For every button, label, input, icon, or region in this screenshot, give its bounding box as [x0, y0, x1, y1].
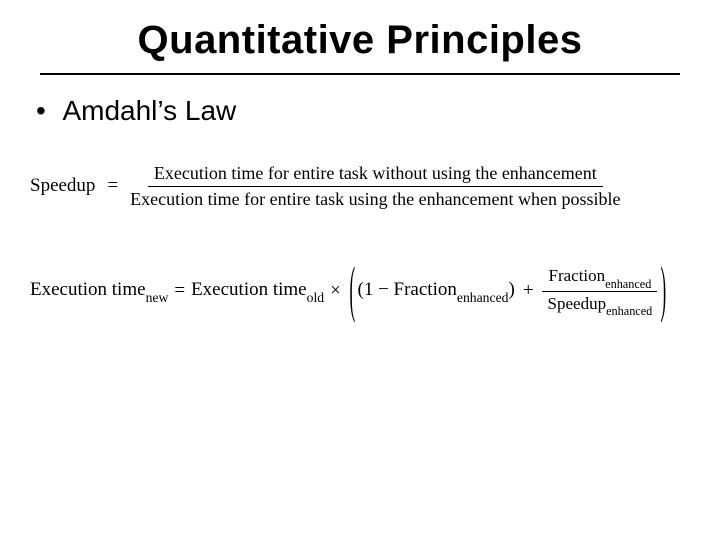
eq1-denominator: Execution time for entire task using the…	[124, 187, 626, 211]
equation-speedup: Speedup = Execution time for entire task…	[30, 162, 690, 210]
eq2-one-minus: (1 − Fractionenhanced)	[358, 279, 515, 304]
bullet-text: Amdahl’s Law	[62, 95, 236, 126]
eq2-frac-num: Fractionenhanced	[542, 265, 657, 291]
eq1-lhs: Speedup	[30, 175, 95, 197]
eq2-frac-den-base: Speedup	[548, 294, 607, 313]
slide-title: Quantitative Principles	[40, 18, 680, 75]
eq2-fraction: Fractionenhanced Speedupenhanced	[542, 265, 659, 317]
slide: Quantitative Principles • Amdahl’s Law S…	[0, 0, 720, 540]
eq2-one-minus-open: (1 − Fraction	[358, 279, 457, 300]
bullet-marker: •	[36, 95, 58, 127]
eq2-lhs-sub: new	[146, 290, 169, 305]
eq2-frac-den-sub: enhanced	[606, 304, 652, 318]
eq2-rhs-old: Execution timeold	[191, 279, 324, 304]
eq1-numerator: Execution time for entire task without u…	[148, 162, 603, 187]
eq2-lhs: Execution timenew	[30, 279, 168, 304]
eq2-inner: (1 − Fractionenhanced) + Fractionenhance…	[358, 265, 659, 317]
eq2-equals: =	[174, 280, 185, 302]
eq2-times: ×	[330, 280, 341, 302]
eq1-equals: =	[107, 175, 118, 197]
eq2-frac-num-sub: enhanced	[605, 277, 651, 291]
eq2-lhs-base: Execution time	[30, 279, 146, 300]
eq2-plus: +	[523, 280, 534, 302]
bullet-row: • Amdahl’s Law	[36, 95, 690, 127]
eq1-fraction: Execution time for entire task without u…	[124, 162, 626, 210]
eq2-frac-den: Speedupenhanced	[542, 292, 659, 317]
eq2-frac-num-base: Fraction	[548, 266, 605, 285]
eq2-one-minus-sub: enhanced	[457, 290, 509, 305]
eq2-rhs-base: Execution time	[191, 279, 307, 300]
eq2-rhs-sub: old	[307, 290, 324, 305]
eq2-one-minus-close: )	[509, 279, 515, 300]
equation-exectime: Execution timenew = Execution timeold × …	[30, 265, 690, 317]
